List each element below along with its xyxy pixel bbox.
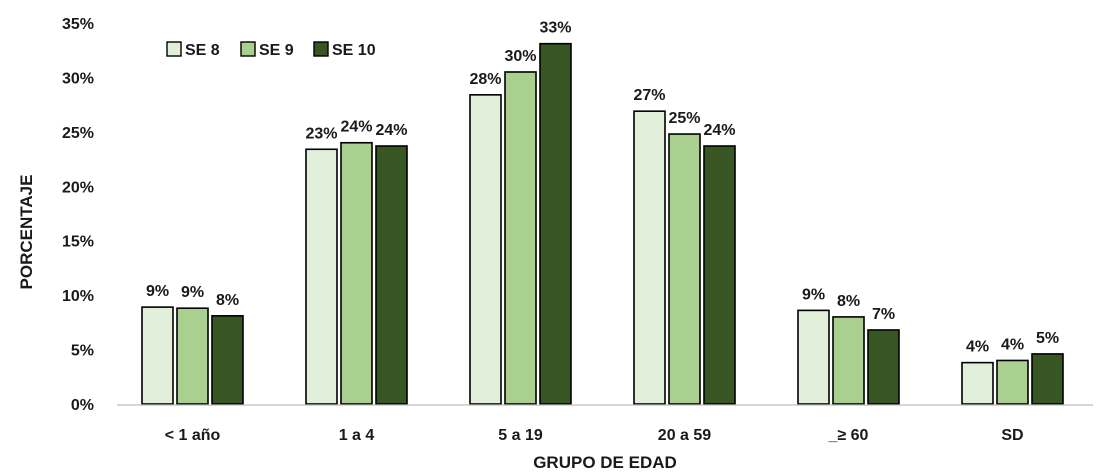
bar: [469, 94, 502, 405]
bar: [703, 145, 736, 405]
bar: [996, 359, 1029, 405]
bar: [375, 145, 408, 405]
bar: [668, 133, 701, 405]
y-axis-title: PORCENTAJE: [17, 175, 36, 290]
bar: [340, 141, 373, 405]
bar: [305, 148, 338, 405]
legend-item: SE 8: [166, 41, 220, 59]
bar: [961, 361, 994, 405]
legend-swatch: [313, 41, 329, 57]
bar: [504, 71, 537, 405]
y-tick-label: 0%: [71, 397, 94, 414]
bar: [539, 42, 572, 405]
legend-swatch: [166, 41, 182, 57]
data-labels: 9% 23% 28% 27% 9% 4% 9% 24% 30% 25% 8% 4% 8% 24% 33% 24…: [146, 20, 1059, 356]
legend-item: SE 9: [240, 41, 294, 59]
data-label: 27%: [633, 87, 665, 104]
data-label: 24%: [340, 119, 372, 136]
data-label: 8%: [837, 293, 860, 310]
data-label: 7%: [872, 306, 895, 323]
category-labels: < 1 año 1 a 4 5 a 19 20 a 59 _≥ 60 SD: [165, 427, 1024, 444]
x-category-label: SD: [1001, 427, 1023, 444]
data-label: 9%: [146, 283, 169, 300]
legend-label: SE 9: [259, 42, 294, 59]
data-label: 24%: [375, 122, 407, 139]
data-label: 33%: [539, 20, 571, 37]
x-category-label: _≥ 60: [828, 427, 869, 444]
bar: [633, 110, 666, 405]
y-axis-ticks: 0% 5% 10% 15% 20% 25% 30% 35%: [62, 16, 94, 414]
bar: [176, 307, 209, 405]
data-label: 28%: [469, 71, 501, 88]
data-label: 4%: [966, 339, 989, 356]
x-category-label: 20 a 59: [658, 427, 711, 444]
data-label: 9%: [181, 284, 204, 301]
y-tick-label: 5%: [71, 343, 94, 360]
bar: [1031, 353, 1064, 405]
data-label: 24%: [703, 122, 735, 139]
x-category-label: 1 a 4: [339, 427, 375, 444]
data-label: 25%: [668, 110, 700, 127]
legend-label: SE 10: [332, 42, 376, 59]
legend-label: SE 8: [185, 42, 220, 59]
bar: [867, 329, 900, 405]
bar: [141, 306, 174, 405]
x-category-label: 5 a 19: [498, 427, 543, 444]
bar: [797, 309, 830, 405]
bar: [211, 315, 244, 405]
y-tick-label: 30%: [62, 70, 94, 87]
bars: [141, 42, 1064, 405]
y-tick-label: 20%: [62, 179, 94, 196]
legend: SE 8 SE 9 SE 10: [166, 41, 376, 59]
x-category-label: < 1 año: [165, 427, 221, 444]
data-label: 8%: [216, 292, 239, 309]
data-label: 9%: [802, 286, 825, 303]
data-label: 4%: [1001, 336, 1024, 353]
y-tick-label: 15%: [62, 234, 94, 251]
data-label: 5%: [1036, 330, 1059, 347]
y-tick-label: 25%: [62, 125, 94, 142]
bar: [832, 316, 865, 405]
y-tick-label: 10%: [62, 288, 94, 305]
legend-item: SE 10: [313, 41, 376, 59]
legend-swatch: [240, 41, 256, 57]
data-label: 30%: [504, 48, 536, 65]
data-label: 23%: [305, 125, 337, 142]
x-axis-title: GRUPO DE EDAD: [533, 453, 677, 472]
y-tick-label: 35%: [62, 16, 94, 33]
